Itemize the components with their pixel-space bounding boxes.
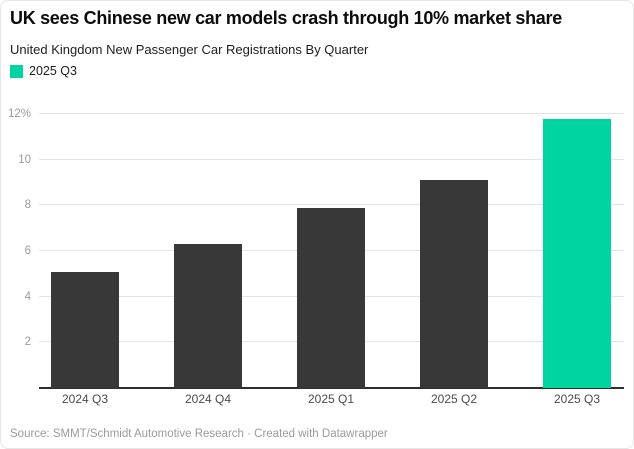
y-tick-label-10: 10 [18,153,31,166]
x-tick-label-2025-q1: 2025 Q1 [307,392,355,406]
y-tick-label-6: 6 [24,244,31,257]
bar-2024-q3[interactable] [51,271,119,388]
x-tick-label-2025-q3: 2025 Q3 [553,392,601,406]
bar-2025-q3[interactable] [543,118,611,388]
y-axis-labels: 2 4 6 8 10 12% [1,106,31,388]
bar-2025-q2[interactable] [420,180,488,388]
x-tick-label-2025-q2: 2025 Q2 [430,392,478,406]
legend: 2025 Q3 [10,64,77,78]
chart-title: UK sees Chinese new car models crash thr… [10,8,562,28]
legend-label: 2025 Q3 [29,64,77,78]
x-axis-labels: 2024 Q3 2024 Q4 2025 Q1 2025 Q2 2025 Q3 [1,392,633,408]
plot-area [39,106,624,389]
chart-subtitle: United Kingdom New Passenger Car Registr… [10,42,369,57]
gridline-12 [39,113,624,114]
y-tick-label-12: 12% [7,108,31,120]
source-attribution: Source: SMMT/Schmidt Automotive Research… [10,428,388,440]
x-tick-label-2024-q4: 2024 Q4 [184,392,232,406]
gridline-8 [39,204,624,206]
bar-2024-q4[interactable] [174,244,242,388]
y-tick-label-2: 2 [24,336,31,349]
y-tick-label-4: 4 [24,290,31,303]
x-axis-baseline [39,387,624,389]
bar-2025-q1[interactable] [297,207,365,388]
x-tick-label-2024-q3: 2024 Q3 [61,392,109,406]
gridline-10 [39,158,624,160]
chart-plot-region: 2 4 6 8 10 12% [1,106,633,389]
legend-swatch-icon [10,64,23,78]
y-tick-label-8: 8 [24,199,31,212]
